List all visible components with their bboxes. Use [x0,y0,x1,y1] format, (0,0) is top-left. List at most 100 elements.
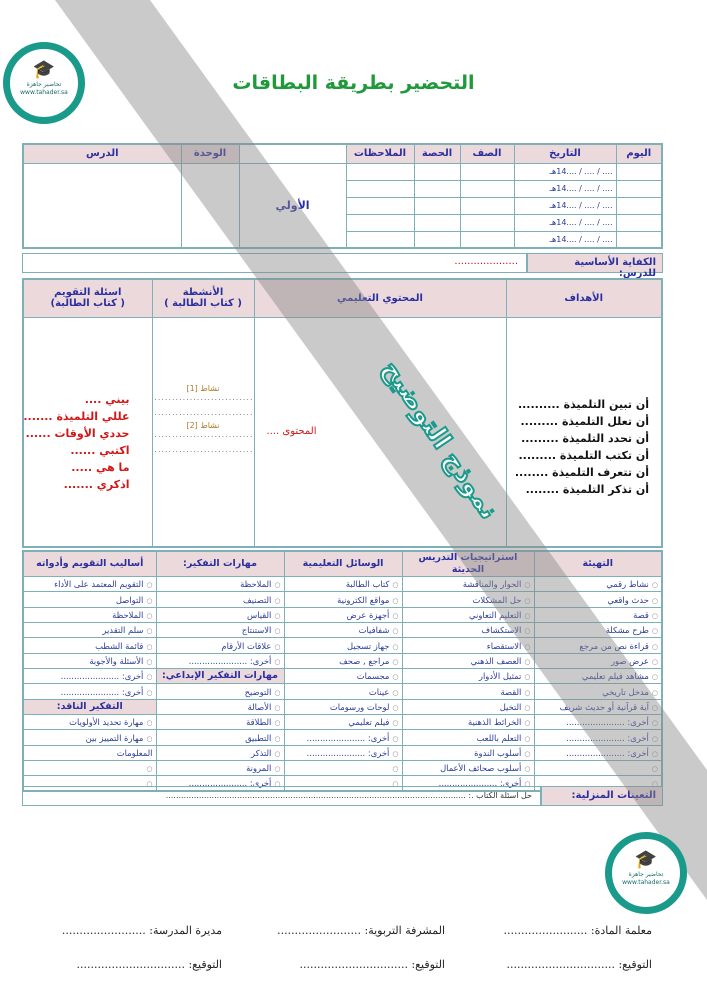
notes-cell[interactable] [345,196,415,215]
homework-value[interactable]: حل اسئلة الكتاب .: .....................… [22,786,541,806]
checklist-item[interactable]: ○القياس [155,606,285,624]
checkbox-icon[interactable]: ○ [651,581,658,590]
checkbox-icon[interactable]: ○ [524,719,531,728]
checkbox-icon[interactable]: ○ [651,596,658,605]
class-cell[interactable] [459,213,515,232]
checkbox-icon[interactable]: ○ [651,719,658,728]
checkbox-icon[interactable]: ○ [392,688,399,697]
teacher-signature[interactable]: التوقيع: ............................... [506,958,652,971]
checklist-item[interactable]: ○التعلم باللعب [401,729,535,746]
checklist-item[interactable]: ○التعليم التعاوني [401,606,535,624]
checklist-item[interactable]: ○كتاب الطالبة [283,575,403,593]
checklist-item[interactable]: ○عينات [283,683,403,700]
checklist-item[interactable]: ○قراءة نص من مرجع [533,637,663,654]
date-cell[interactable]: .... / .... / ....14هـ [513,162,617,181]
checklist-item[interactable]: ○مدخل تاريخي [533,683,663,700]
day-cell[interactable] [615,230,663,249]
checklist-item[interactable]: ○طرح مشكلة [533,622,663,639]
checkbox-icon[interactable]: ○ [274,780,281,789]
checklist-item[interactable]: ○آية قرآنية أو حديث شريف [533,698,663,716]
checklist-item[interactable]: ○أخرى: ...................... [283,729,403,746]
checklist-item[interactable]: ○مراجع , صحف [283,652,403,670]
checklist-item[interactable]: ○فيلم تعليمي [283,714,403,731]
checklist-item[interactable]: ○حدث واقعي [533,591,663,608]
checklist-item[interactable]: المعلومات [22,744,157,762]
checklist-item[interactable]: ○علاقات الأرقام [155,637,285,654]
class-cell[interactable] [459,179,515,198]
checklist-item[interactable]: ○أخرى: ...................... [401,775,535,792]
checkbox-icon[interactable]: ○ [146,688,153,697]
checklist-item[interactable]: ○القصة [401,683,535,700]
class-cell[interactable] [459,230,515,249]
checkbox-icon[interactable]: ○ [274,703,281,712]
checklist-item[interactable]: ○التخيل [401,698,535,716]
checklist-item[interactable]: ○التواصل [22,591,157,608]
day-cell[interactable] [615,213,663,232]
checkbox-icon[interactable]: ○ [274,596,281,605]
checkbox-icon[interactable]: ○ [392,734,399,743]
checklist-item[interactable]: ○الاستنتاج [155,622,285,639]
checklist-item[interactable]: ○التقويم المعتمد على الأداء [22,575,157,593]
checklist-item[interactable]: ○الخرائط الذهنية [401,714,535,731]
checkbox-icon[interactable]: ○ [524,688,531,697]
checkbox-icon[interactable]: ○ [392,749,399,758]
checklist-item[interactable]: ○ [22,760,157,777]
checkbox-icon[interactable]: ○ [524,642,531,651]
checkbox-icon[interactable]: ○ [274,611,281,620]
date-cell[interactable]: .... / .... / ....14هـ [513,179,617,198]
checklist-item[interactable]: ○أجهزة عرض [283,606,403,624]
checkbox-icon[interactable]: ○ [651,703,658,712]
checkbox-icon[interactable]: ○ [146,627,153,636]
checkbox-icon[interactable]: ○ [651,765,658,774]
checkbox-icon[interactable]: ○ [146,765,153,774]
date-cell[interactable]: .... / .... / ....14هـ [513,213,617,232]
checklist-item[interactable]: ○سلم التقدير [22,622,157,639]
checkbox-icon[interactable]: ○ [524,657,531,666]
checkbox-icon[interactable]: ○ [146,596,153,605]
date-cell[interactable]: .... / .... / ....14هـ [513,196,617,215]
period-cell[interactable] [413,162,461,181]
competency-value[interactable]: .................... [22,253,527,273]
checkbox-icon[interactable]: ○ [146,673,153,682]
checkbox-icon[interactable]: ○ [524,703,531,712]
notes-cell[interactable] [345,162,415,181]
checkbox-icon[interactable]: ○ [524,749,531,758]
day-cell[interactable] [615,196,663,215]
checkbox-icon[interactable]: ○ [651,627,658,636]
checkbox-icon[interactable]: ○ [146,611,153,620]
checklist-item[interactable]: ○قائمة الشطب [22,637,157,654]
checklist-item[interactable]: ○التذكر [155,744,285,762]
checkbox-icon[interactable]: ○ [651,657,658,666]
checkbox-icon[interactable]: ○ [524,611,531,620]
checklist-item[interactable]: ○أخرى: ...................... [155,652,285,670]
period-cell[interactable] [413,179,461,198]
checklist-item[interactable]: ○الأصالة [155,698,285,716]
checklist-item[interactable]: ○أخرى: ...................... [22,668,157,685]
checklist-item[interactable]: ○الحوار والمناقشة [401,575,535,593]
checkbox-icon[interactable]: ○ [392,719,399,728]
checkbox-icon[interactable]: ○ [274,627,281,636]
checklist-item[interactable]: ○أخرى: ...................... [155,775,285,792]
checkbox-icon[interactable]: ○ [524,627,531,636]
checkbox-icon[interactable]: ○ [274,581,281,590]
checkbox-icon[interactable]: ○ [146,734,153,743]
day-cell[interactable] [615,162,663,181]
checkbox-icon[interactable]: ○ [392,703,399,712]
checklist-item[interactable]: ○قصة [533,606,663,624]
checkbox-icon[interactable]: ○ [392,780,399,789]
checkbox-icon[interactable]: ○ [146,657,153,666]
checklist-item[interactable]: ○المرونة [155,760,285,777]
checklist-item[interactable]: ○الملاحظة [22,606,157,624]
checklist-item[interactable]: ○مواقع الكترونية [283,591,403,608]
checklist-item[interactable]: ○تمثيل الأدوار [401,668,535,685]
checkbox-icon[interactable]: ○ [274,657,281,666]
period-cell[interactable] [413,213,461,232]
checklist-item[interactable]: ○الاستكشاف [401,622,535,639]
period-cell[interactable] [413,196,461,215]
class-cell[interactable] [459,162,515,181]
checklist-item[interactable]: ○التطبيق [155,729,285,746]
principal-signature[interactable]: التوقيع: ............................... [76,958,222,971]
notes-cell[interactable] [345,213,415,232]
checklist-item[interactable]: ○حل المشكلات [401,591,535,608]
checkbox-icon[interactable]: ○ [146,780,153,789]
